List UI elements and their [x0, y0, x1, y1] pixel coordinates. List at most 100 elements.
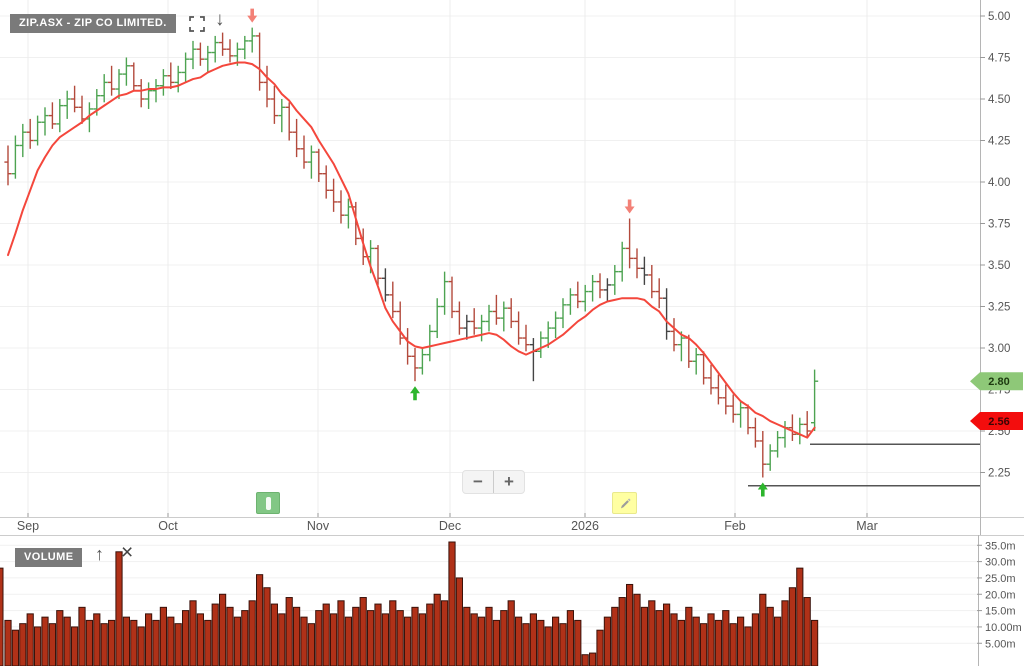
volume-bar [596, 629, 604, 666]
volume-bar [145, 613, 153, 666]
moving-average-line [7, 61, 816, 439]
volume-bar [559, 623, 567, 666]
volume-bar [714, 619, 722, 666]
volume-bar [233, 616, 242, 666]
volume-bar [515, 616, 523, 666]
volume-bar [115, 551, 123, 666]
volume-bar [34, 626, 42, 666]
volume-bar [796, 567, 804, 666]
volume-bar [381, 613, 389, 666]
arrow-down-icon[interactable]: ↓ [215, 9, 225, 30]
interval-button[interactable] [256, 492, 280, 514]
zoom-out-button[interactable]: − [463, 471, 494, 493]
volume-bar [670, 613, 678, 666]
volume-bar [774, 616, 782, 666]
volume-bar [241, 610, 249, 666]
volume-bar [426, 603, 434, 666]
volume-bar [359, 597, 367, 666]
price-tick-label: 2.25 [988, 468, 1010, 480]
month-label: Nov [307, 519, 330, 533]
volume-bar [626, 583, 634, 666]
volume-bar [367, 610, 375, 666]
volume-bar [640, 606, 648, 666]
volume-bar [219, 593, 227, 666]
volume-bar [618, 597, 626, 666]
arrow-up-icon[interactable]: ↑ [95, 544, 104, 564]
volume-bar [85, 619, 94, 666]
zoom-control: − + [462, 470, 525, 494]
volume-bar [663, 603, 671, 666]
draw-tool-button[interactable] [612, 492, 637, 514]
volume-bar [603, 616, 611, 666]
month-label: Sep [17, 519, 39, 533]
volume-bar [4, 619, 12, 666]
volume-bar [344, 616, 352, 666]
volume-bar [300, 616, 308, 666]
volume-bar [0, 567, 4, 666]
sell-arrow-icon [247, 8, 258, 23]
volume-bar [270, 603, 278, 666]
price-tick-label: 4.00 [988, 177, 1010, 189]
pencil-icon [621, 498, 631, 508]
volume-tick-label: 30.0m [985, 557, 1016, 569]
volume-bar [685, 606, 693, 666]
zoom-in-button[interactable]: + [504, 472, 514, 491]
volume-bar [293, 606, 301, 666]
volume-bar [448, 541, 456, 666]
price-tick-label: 3.00 [988, 343, 1010, 355]
volume-bar [589, 652, 597, 666]
month-label: Mar [856, 519, 878, 533]
volume-bar [11, 629, 19, 666]
volume-bar [93, 613, 101, 666]
price-tick-label: 3.25 [988, 302, 1010, 314]
volume-bar [744, 626, 752, 666]
volume-bar [411, 606, 419, 666]
volume-tick-label: 25.0m [985, 573, 1016, 585]
price-tag [970, 372, 1023, 391]
fullscreen-icon[interactable] [189, 16, 205, 32]
volume-bar [700, 623, 708, 666]
volume-bar [441, 600, 449, 666]
volume-bar [529, 613, 537, 666]
volume-bar [307, 623, 315, 666]
volume-bar [100, 623, 108, 666]
price-tick-label: 4.50 [988, 94, 1010, 106]
volume-bar [574, 619, 582, 666]
volume-bar [41, 616, 49, 666]
volume-bar [404, 616, 412, 666]
volume-bar [581, 654, 589, 666]
buy-arrow-icon [757, 482, 768, 497]
volume-bar [781, 600, 789, 666]
volume-bar [389, 600, 397, 666]
volume-bar [522, 623, 530, 666]
volume-bar [226, 606, 234, 666]
volume-bar [330, 613, 338, 666]
volume-tick-label: 15.0m [985, 606, 1016, 618]
volume-tick-label: 20.0m [985, 589, 1016, 601]
volume-bar [322, 603, 330, 666]
volume-bar [152, 619, 160, 666]
volume-bar [122, 616, 131, 666]
volume-bar [374, 603, 382, 666]
volume-bar [485, 606, 493, 666]
month-label: Oct [158, 519, 178, 533]
volume-bar [167, 616, 175, 666]
price-tag-label: 2.80 [988, 376, 1009, 388]
volume-bar [500, 610, 508, 666]
volume-bar [63, 616, 71, 666]
volume-bar [26, 613, 34, 666]
volume-bar [248, 600, 256, 666]
volume-bar [196, 613, 205, 666]
month-label: Dec [439, 519, 461, 533]
volume-bar [478, 616, 486, 666]
volume-bar [337, 600, 345, 666]
volume-bar [159, 606, 168, 666]
close-icon[interactable]: × [121, 541, 134, 564]
volume-bar [759, 593, 767, 666]
volume-tick-label: 10.00m [985, 622, 1022, 634]
volume-panel-badge: VOLUME [15, 548, 83, 567]
volume-bar [418, 613, 426, 666]
volume-bar [788, 587, 796, 666]
price-tick-label: 4.25 [988, 136, 1010, 148]
